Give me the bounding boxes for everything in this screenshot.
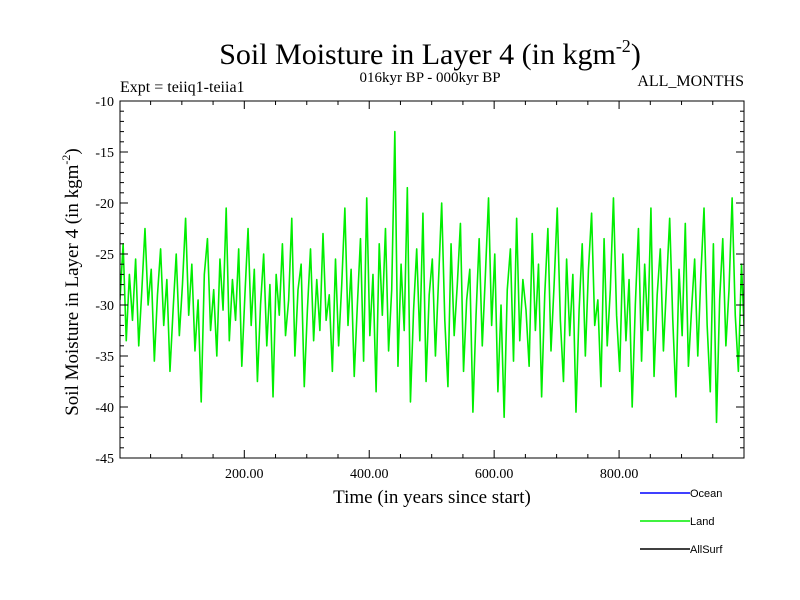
x-tick-label: 200.00 xyxy=(225,467,264,482)
y-tick-label: -40 xyxy=(95,401,114,416)
x-tick-label: 600.00 xyxy=(475,467,514,482)
experiment-label: Expt = teiiq1-teiia1 xyxy=(120,79,245,96)
y-axis-label: Soil Moisture in Layer 4 (in kgm-2) xyxy=(59,148,83,416)
y-axis-label-superscript: -2 xyxy=(59,155,73,165)
x-axis-label: Time (in years since start) xyxy=(333,487,531,508)
y-tick-label: -30 xyxy=(95,299,114,314)
chart-title-superscript: -2 xyxy=(616,36,631,56)
y-tick-label: -15 xyxy=(95,146,114,161)
y-tick-label: -10 xyxy=(95,95,114,110)
y-tick-label: -25 xyxy=(95,248,114,263)
legend-label-allsurf: AllSurf xyxy=(690,544,723,556)
y-tick-label: -45 xyxy=(95,452,114,467)
chart-subtitle: 016kyr BP - 000kyr BP xyxy=(359,70,500,86)
months-label: ALL_MONTHS xyxy=(637,73,744,90)
series-line-land xyxy=(120,130,744,424)
x-tick-label: 400.00 xyxy=(350,467,389,482)
legend-label-land: Land xyxy=(690,516,714,528)
legend: Ocean Land AllSurf xyxy=(640,488,723,556)
plot-frame xyxy=(119,100,745,459)
y-tick-label: -20 xyxy=(95,197,114,212)
x-tick-label: 800.00 xyxy=(600,467,639,482)
y-tick-label: -35 xyxy=(95,350,114,365)
series-layer xyxy=(120,130,744,424)
legend-label-ocean: Ocean xyxy=(690,488,722,500)
axes: -45 -40 -35 -30 -25 -20 -15 -10 200.00 400.00 600.… xyxy=(95,95,745,482)
chart-title: Soil Moisture in Layer 4 (in kgm-2) xyxy=(219,36,641,71)
